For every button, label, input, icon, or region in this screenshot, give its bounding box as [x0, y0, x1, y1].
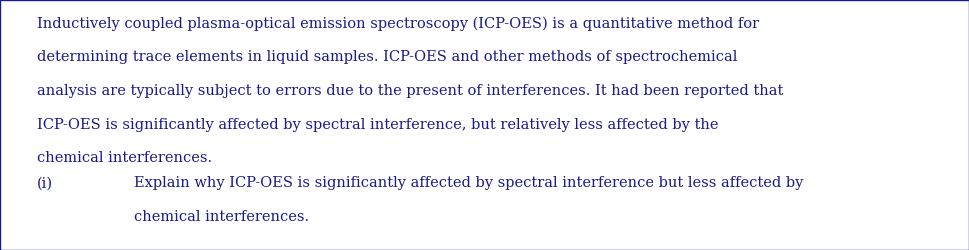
Text: chemical interferences.: chemical interferences. — [134, 210, 309, 224]
Text: ICP-OES is significantly affected by spectral interference, but relatively less : ICP-OES is significantly affected by spe… — [37, 118, 718, 132]
Text: (i): (i) — [37, 176, 53, 190]
Text: determining trace elements in liquid samples. ICP-OES and other methods of spect: determining trace elements in liquid sam… — [37, 50, 737, 64]
Text: Inductively coupled plasma-optical emission spectroscopy (ICP-OES) is a quantita: Inductively coupled plasma-optical emiss… — [37, 16, 759, 31]
Text: analysis are typically subject to errors due to the present of interferences. It: analysis are typically subject to errors… — [37, 84, 783, 98]
Text: chemical interferences.: chemical interferences. — [37, 151, 212, 165]
Text: Explain why ICP-OES is significantly affected by spectral interference but less : Explain why ICP-OES is significantly aff… — [134, 176, 803, 190]
